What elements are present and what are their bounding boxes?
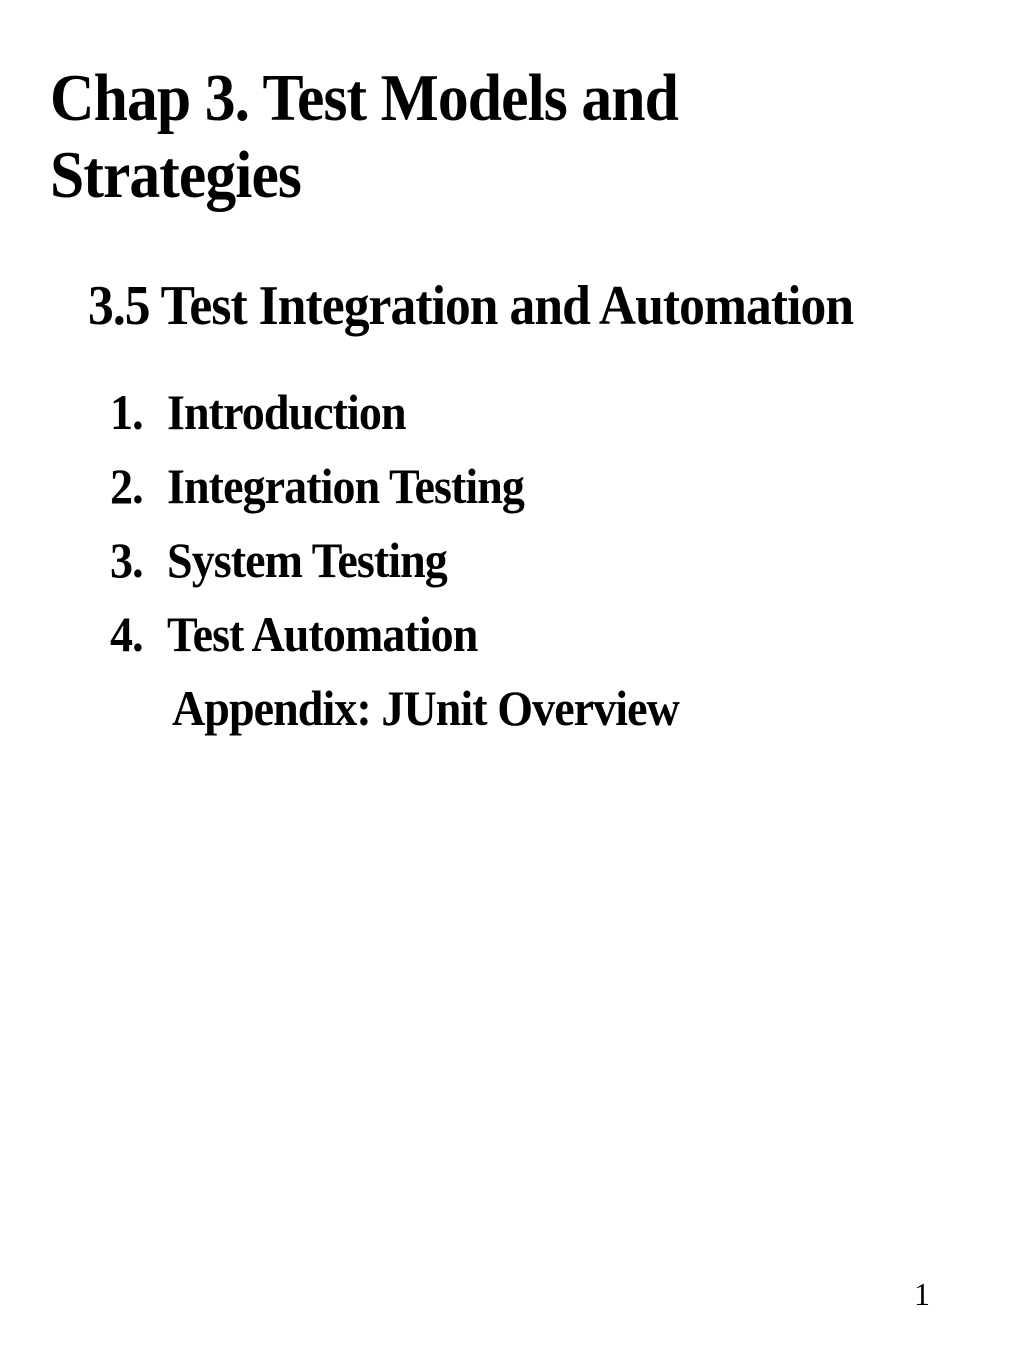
list-number: 4.	[110, 605, 167, 663]
list-number: 1.	[110, 383, 167, 441]
list-item: 1. Introduction	[110, 383, 901, 441]
list-text: Test Automation	[167, 605, 477, 663]
list-item: 2. Integration Testing	[110, 457, 901, 515]
list-text: Introduction	[167, 383, 406, 441]
outline-list: 1. Introduction 2. Integration Testing 3…	[110, 383, 970, 737]
list-text: Integration Testing	[167, 457, 524, 515]
list-text: System Testing	[167, 531, 447, 589]
list-item: 3. System Testing	[110, 531, 901, 589]
list-number: 2.	[110, 457, 167, 515]
page-number: 1	[914, 1276, 930, 1313]
section-title: 3.5 Test Integration and Automation	[88, 274, 899, 338]
list-item: 4. Test Automation	[110, 605, 901, 663]
list-number: 3.	[110, 531, 167, 589]
chapter-title: Chap 3. Test Models and Strategies	[50, 60, 896, 214]
appendix-item: Appendix: JUnit Overview	[172, 679, 906, 737]
